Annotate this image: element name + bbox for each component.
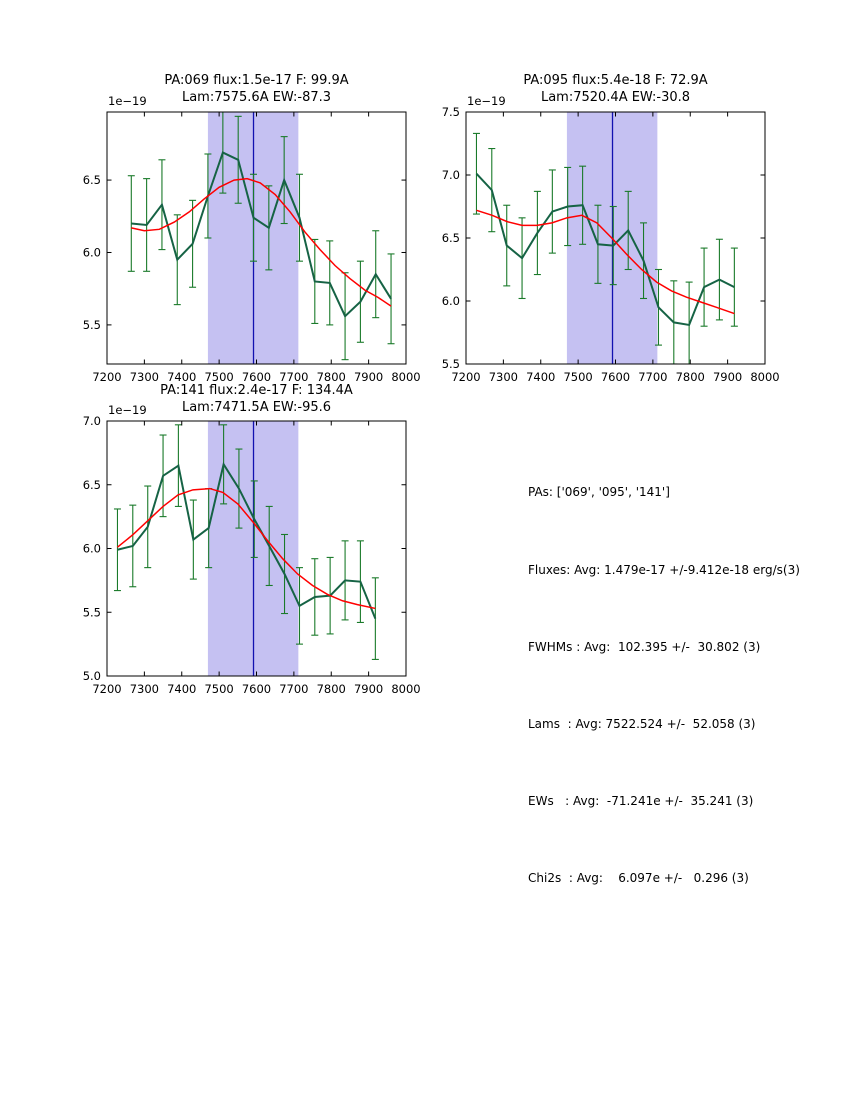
svg-text:6.0: 6.0 <box>442 294 460 308</box>
svg-text:5.5: 5.5 <box>442 357 460 371</box>
svg-text:7600: 7600 <box>242 682 271 696</box>
plot3-title-line2: Lam:7471.5A EW:-95.6 <box>181 400 332 415</box>
svg-text:8000: 8000 <box>750 370 779 384</box>
svg-text:7700: 7700 <box>279 682 308 696</box>
svg-text:7900: 7900 <box>354 370 383 384</box>
plot3-title-line1: PA:141 flux:2.4e-17 F: 134.4A <box>160 383 353 398</box>
svg-text:7400: 7400 <box>167 370 196 384</box>
svg-text:7800: 7800 <box>317 370 346 384</box>
svg-text:7200: 7200 <box>92 370 121 384</box>
stats-line-fluxes: Fluxes: Avg: 1.479e-17 +/-9.412e-18 erg/… <box>528 562 800 577</box>
svg-text:7800: 7800 <box>317 682 346 696</box>
svg-text:7900: 7900 <box>354 682 383 696</box>
plot2-chart-canvas: 7200 7300 7400 7500 7600 7700 7800 7900 8000 5.5 6… <box>442 105 780 384</box>
svg-text:7800: 7800 <box>676 370 705 384</box>
svg-text:7.5: 7.5 <box>442 105 460 119</box>
stats-line-lams: Lams : Avg: 7522.524 +/- 52.058 (3) <box>528 716 756 731</box>
plot2-y-offset-label: 1e−19 <box>467 94 506 108</box>
svg-text:6.0: 6.0 <box>83 542 101 556</box>
svg-text:7300: 7300 <box>489 370 518 384</box>
svg-text:7500: 7500 <box>204 682 233 696</box>
svg-text:7200: 7200 <box>92 682 121 696</box>
plot2-title: PA:095 flux:5.4e-18 F: 72.9A Lam:7520.4A… <box>466 72 765 106</box>
plot1-chart-canvas: 7200 7300 7400 7500 7600 7700 7800 7900 8000 5.5 6… <box>83 111 421 384</box>
plot2-title-line2: Lam:7520.4A EW:-30.8 <box>540 90 691 105</box>
plot1-title: PA:069 flux:1.5e-17 F: 99.9A Lam:7575.6A… <box>107 72 406 106</box>
stats-line-fwhms: FWHMs : Avg: 102.395 +/- 30.802 (3) <box>528 639 761 654</box>
svg-text:7500: 7500 <box>204 370 233 384</box>
svg-text:7300: 7300 <box>130 370 159 384</box>
svg-text:7300: 7300 <box>130 682 159 696</box>
stats-line-pas: PAs: ['069', '095', '141'] <box>528 485 670 500</box>
stats-line-chi2s: Chi2s : Avg: 6.097e +/- 0.296 (3) <box>528 870 749 885</box>
plot2-title-line1: PA:095 flux:5.4e-18 F: 72.9A <box>523 73 708 88</box>
svg-text:6.5: 6.5 <box>83 478 101 492</box>
plot3-title: PA:141 flux:2.4e-17 F: 134.4A Lam:7471.5… <box>107 382 406 416</box>
svg-text:5.0: 5.0 <box>83 669 101 683</box>
svg-text:6.0: 6.0 <box>83 245 101 259</box>
svg-text:7400: 7400 <box>167 682 196 696</box>
svg-text:6.5: 6.5 <box>83 173 101 187</box>
svg-text:5.5: 5.5 <box>83 605 101 619</box>
svg-text:7600: 7600 <box>601 370 630 384</box>
svg-text:7.0: 7.0 <box>442 168 460 182</box>
svg-text:6.5: 6.5 <box>442 231 460 245</box>
plot3-chart-canvas: 7200 7300 7400 7500 7600 7700 7800 7900 8000 5.0 5… <box>83 414 421 696</box>
svg-text:7700: 7700 <box>279 370 308 384</box>
svg-text:7400: 7400 <box>526 370 555 384</box>
svg-text:8000: 8000 <box>391 370 420 384</box>
stats-panel: PAs: ['069', '095', '141'] Fluxes: Avg: … <box>528 429 800 943</box>
plot3-y-offset-label: 1e−19 <box>108 403 147 417</box>
stats-line-ews: EWs : Avg: -71.241e +/- 35.241 (3) <box>528 793 754 808</box>
svg-text:5.5: 5.5 <box>83 318 101 332</box>
svg-text:7600: 7600 <box>242 370 271 384</box>
svg-text:7200: 7200 <box>451 370 480 384</box>
svg-text:7900: 7900 <box>713 370 742 384</box>
svg-text:8000: 8000 <box>391 682 420 696</box>
plot1-title-line2: Lam:7575.6A EW:-87.3 <box>181 90 332 105</box>
svg-text:7500: 7500 <box>563 370 592 384</box>
plot1-title-line1: PA:069 flux:1.5e-17 F: 99.9A <box>164 73 349 88</box>
svg-text:7.0: 7.0 <box>83 414 101 428</box>
plot1-y-offset-label: 1e−19 <box>108 94 147 108</box>
svg-text:7700: 7700 <box>638 370 667 384</box>
